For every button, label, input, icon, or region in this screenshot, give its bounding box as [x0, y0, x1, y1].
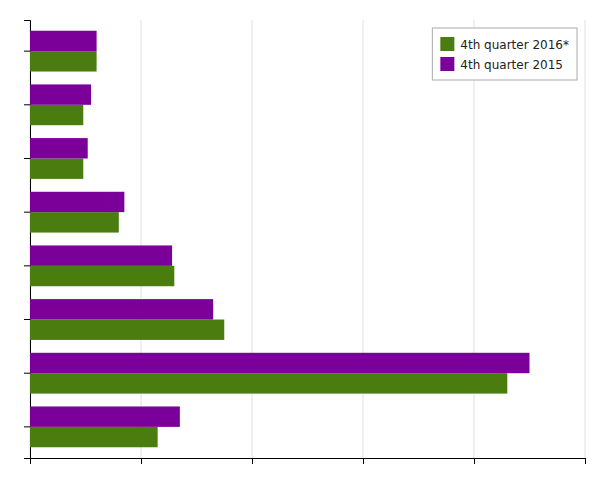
bar: [30, 158, 83, 178]
y-tick: [24, 212, 30, 213]
x-tick: [141, 458, 142, 464]
y-tick-mark: [24, 265, 30, 266]
y-tick: [24, 319, 30, 320]
y-tick: [24, 51, 30, 52]
y-tick-mark: [24, 51, 30, 52]
bar: [30, 353, 530, 373]
bar: [30, 373, 507, 393]
bar: [30, 105, 83, 125]
x-tick: [474, 458, 475, 464]
y-tick: [24, 104, 30, 105]
y-tick: [24, 373, 30, 374]
bar: [30, 266, 174, 286]
legend-box: [432, 28, 577, 80]
series: [30, 51, 507, 447]
grid: [30, 20, 585, 458]
x-tick: [585, 458, 586, 464]
y-tick-mark: [24, 426, 30, 427]
plot: 4th quarter 2016* 4th quarter 2015: [24, 20, 586, 464]
legend-item: 4th quarter 2015: [440, 57, 563, 72]
x-tick-mark: [585, 458, 586, 464]
bar: [30, 138, 88, 158]
y-tick-mark: [24, 319, 30, 320]
y-tick-mark: [24, 212, 30, 213]
x-axis: [31, 458, 586, 464]
x-tick-mark: [141, 458, 142, 464]
bar: [30, 406, 180, 426]
y-tick: [24, 158, 30, 159]
x-tick-mark: [252, 458, 253, 464]
legend-label: 4th quarter 2015: [460, 58, 563, 72]
y-tick-mark: [24, 158, 30, 159]
legend: 4th quarter 2016* 4th quarter 2015: [432, 28, 577, 80]
bar: [30, 212, 119, 232]
y-axis-line: [24, 21, 31, 459]
y-tick: [24, 426, 30, 427]
chart: 4th quarter 2016* 4th quarter 2015: [0, 0, 609, 488]
legend-label: 4th quarter 2016*: [460, 38, 569, 52]
legend-swatch: [440, 57, 454, 71]
x-axis-line: [31, 459, 586, 465]
bar: [30, 31, 97, 51]
series: [30, 31, 530, 427]
bar: [30, 51, 97, 71]
x-tick-mark: [363, 458, 364, 464]
x-tick: [363, 458, 364, 464]
bar: [30, 84, 91, 104]
grid-line: [585, 20, 586, 458]
x-tick-mark: [474, 458, 475, 464]
y-axis: [24, 21, 31, 459]
bar: [30, 245, 172, 265]
x-tick: [252, 458, 253, 464]
bar: [30, 320, 224, 340]
y-tick-mark: [24, 373, 30, 374]
bars: [30, 31, 530, 448]
legend-item: 4th quarter 2016*: [440, 37, 569, 52]
y-tick: [24, 265, 30, 266]
legend-swatch: [440, 37, 454, 51]
y-tick-mark: [24, 104, 30, 105]
bar: [30, 299, 213, 319]
bar: [30, 192, 124, 212]
bar: [30, 427, 158, 447]
